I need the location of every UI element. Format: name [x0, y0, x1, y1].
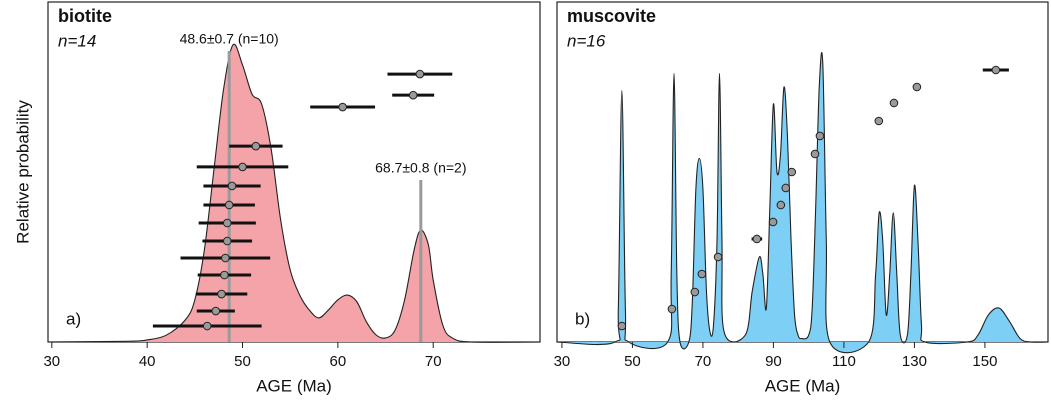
density-area — [557, 52, 1048, 353]
grain-point — [408, 90, 418, 100]
x-tick-label: 110 — [832, 353, 856, 370]
x-tick-label: 30 — [43, 353, 60, 370]
grain-point — [211, 306, 221, 316]
plot-frame — [556, 1, 1049, 343]
grain-point — [220, 270, 229, 280]
grain-point — [787, 167, 797, 177]
grain-point — [697, 269, 707, 279]
annotation-label: 68.7±0.8 (n=2) — [375, 160, 466, 176]
density-line — [556, 52, 1049, 354]
panel-subtitle: n=16 — [567, 31, 606, 50]
grain-point — [912, 82, 922, 92]
grain-point — [768, 217, 778, 227]
x-axis-label: AGE (Ma) — [765, 376, 841, 395]
grain-point — [217, 289, 226, 299]
density-area — [48, 44, 540, 343]
grain-point — [752, 234, 762, 244]
grain-point — [221, 253, 230, 263]
grain-point — [224, 200, 234, 210]
grain-point — [251, 141, 261, 151]
x-tick-label: 50 — [234, 353, 251, 370]
x-tick-label: 70 — [695, 353, 712, 370]
grain-point — [222, 218, 232, 228]
panel-subtitle: n=14 — [58, 31, 96, 50]
x-tick-label: 70 — [425, 353, 442, 370]
grain-point — [222, 236, 232, 246]
grain-point — [617, 321, 627, 331]
x-tick-label: 60 — [330, 353, 347, 370]
grain-point — [991, 65, 1001, 75]
y-axis-label: Relative probability — [13, 100, 32, 244]
x-tick-label: 30 — [554, 353, 571, 370]
panel-label: b) — [575, 309, 590, 328]
grain-point — [713, 252, 723, 262]
grain-point — [415, 69, 425, 79]
grain-point — [238, 162, 247, 172]
x-tick-label: 150 — [972, 353, 997, 370]
panel-title: muscovite — [567, 6, 656, 26]
grain-point — [776, 200, 786, 210]
grain-point — [690, 287, 700, 297]
grain-point — [815, 131, 825, 141]
grain-point — [227, 181, 237, 191]
x-tick-label: 130 — [902, 353, 927, 370]
panel-title: biotite — [58, 6, 112, 26]
grain-point — [781, 183, 791, 193]
annotation-label: 48.6±0.7 (n=10) — [180, 31, 279, 47]
x-tick-label: 40 — [139, 353, 156, 370]
panel-label: a) — [66, 309, 81, 328]
grain-point — [874, 116, 884, 126]
grain-point — [810, 149, 820, 159]
x-axis-label: AGE (Ma) — [256, 376, 332, 395]
x-tick-label: 50 — [624, 353, 641, 370]
grain-point — [202, 321, 212, 331]
grain-point — [338, 102, 347, 112]
grain-point — [889, 98, 899, 108]
grain-point — [667, 304, 677, 314]
x-tick-label: 90 — [765, 353, 782, 370]
